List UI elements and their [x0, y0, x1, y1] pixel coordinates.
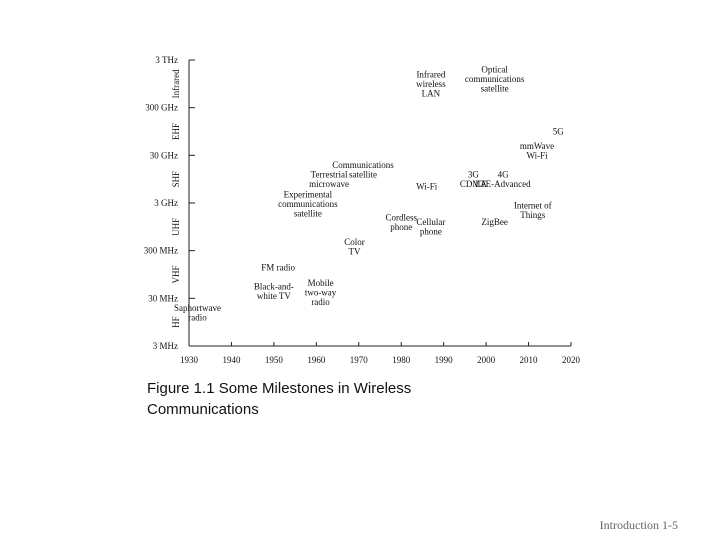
- milestone-label: Communications satellite: [332, 160, 394, 180]
- x-tick-label: 1970: [350, 355, 369, 365]
- figure-caption: Figure 1.1 Some Milestones in Wireless C…: [147, 378, 477, 420]
- x-tick-label: 2000: [477, 355, 496, 365]
- milestone-label: Terrestrial microwave: [309, 169, 349, 189]
- milestone-label: Wi-Fi: [416, 181, 438, 191]
- milestone-label: Mobile two-way radio: [305, 278, 337, 307]
- band-label: UHF: [171, 218, 181, 236]
- x-tick-label: 2010: [520, 355, 539, 365]
- x-tick-label: 2020: [562, 355, 581, 365]
- milestone-label: Optical communications satellite: [465, 65, 525, 94]
- y-tick-label: 300 MHz: [144, 246, 178, 256]
- y-tick-label: 3 THz: [155, 55, 178, 65]
- milestone-label: Infrared wireless LAN: [416, 69, 446, 98]
- x-tick-label: 1940: [222, 355, 241, 365]
- milestones-chart: 3 THz 300 GHz 30 GHz 3 GHz 300 MHz 30 MHz 3 MH…: [144, 55, 581, 365]
- milestone-label: Cellular phone: [416, 217, 445, 237]
- x-tick-label: 1980: [392, 355, 411, 365]
- y-tick-label: 3 MHz: [153, 341, 178, 351]
- band-label: VHF: [171, 265, 181, 283]
- x-tick-label: 1990: [435, 355, 454, 365]
- milestone-label: FM radio: [261, 262, 295, 272]
- milestone-label: Internet of Things: [514, 200, 552, 220]
- milestone-label: Cordless phone: [385, 212, 417, 232]
- slide-footer: Introduction 1-5: [599, 518, 678, 532]
- caption-line-2: Communications: [147, 401, 259, 418]
- y-tick-label: 300 GHz: [145, 103, 178, 113]
- milestone-label: Black-and-white TV: [254, 281, 294, 301]
- band-label: HF: [171, 316, 181, 328]
- milestone-label: mmWave Wi-Fi: [520, 141, 554, 161]
- milestone-label: Experimental communications satellite: [278, 189, 338, 218]
- y-tick-label: 30 GHz: [150, 150, 178, 160]
- y-tick-label: 30 MHz: [148, 293, 178, 303]
- x-tick-label: 1960: [307, 355, 326, 365]
- y-tick-label: 3 GHz: [154, 198, 178, 208]
- band-label: Infrared: [171, 69, 181, 98]
- x-tick-label: 1950: [265, 355, 284, 365]
- milestone-label: ZigBee: [481, 217, 508, 227]
- milestone-label: 5G: [553, 127, 565, 137]
- band-label: EHF: [171, 123, 181, 140]
- milestone-label: Saphortwave radio: [174, 303, 221, 323]
- milestone-label: Color TV: [344, 237, 365, 257]
- milestone-label: 3G CDMA: [460, 169, 488, 189]
- milestone-label: 4G LTE-Advanced: [476, 169, 532, 189]
- band-label: SHF: [171, 171, 181, 188]
- x-tick-label: 1930: [180, 355, 199, 365]
- caption-line-1: Figure 1.1 Some Milestones in Wireless: [147, 380, 412, 397]
